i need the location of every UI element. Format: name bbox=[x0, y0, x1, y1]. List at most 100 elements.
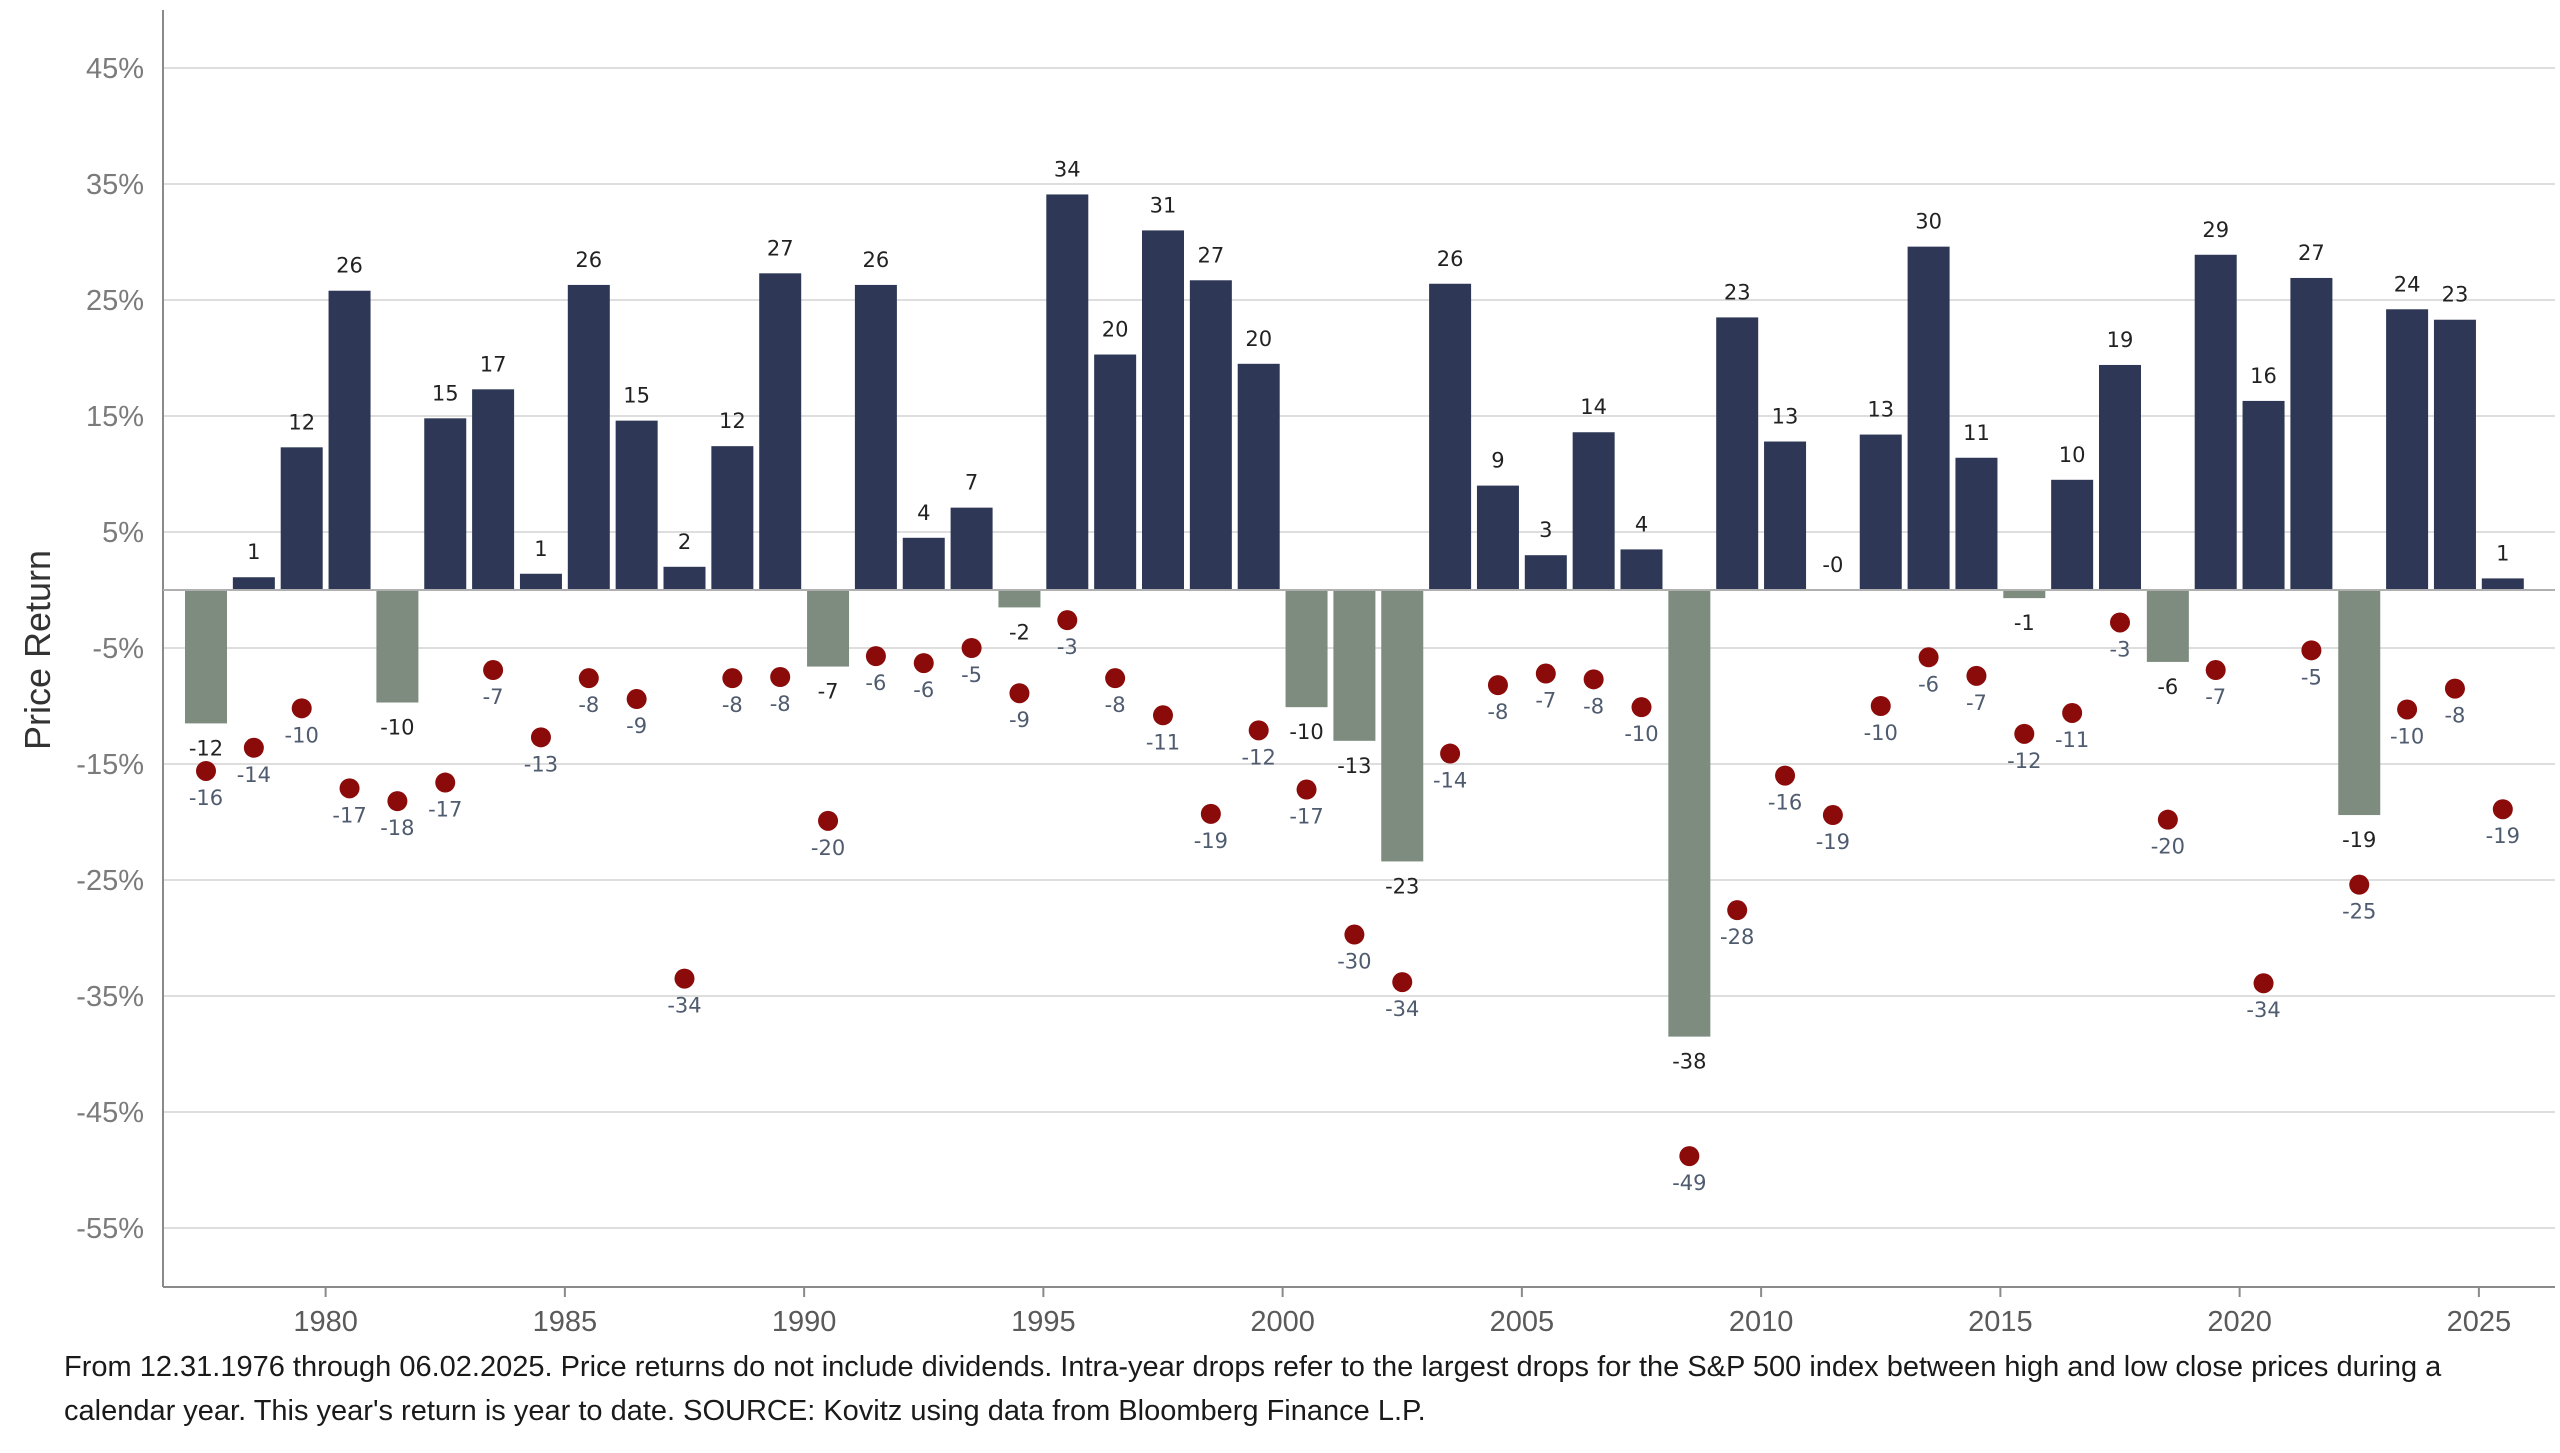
x-tick-label: 2005 bbox=[1490, 1306, 1555, 1338]
drop-dot bbox=[626, 689, 647, 710]
bar-value-label: 2 bbox=[678, 530, 691, 554]
y-tick-label: 25% bbox=[86, 285, 144, 317]
bar-value-label: -10 bbox=[1289, 720, 1323, 744]
x-tick-label: 2010 bbox=[1729, 1306, 1794, 1338]
drop-dot bbox=[291, 698, 312, 719]
drop-dot bbox=[1775, 765, 1796, 786]
bar bbox=[424, 418, 467, 590]
drop-value-label: -30 bbox=[1337, 950, 1371, 974]
drop-dot bbox=[865, 646, 886, 667]
bar bbox=[663, 566, 706, 590]
bar-value-label: 27 bbox=[1197, 243, 1224, 267]
bar-value-label: 29 bbox=[2202, 218, 2229, 242]
drop-value-label: -9 bbox=[1009, 708, 1030, 732]
bar bbox=[998, 590, 1041, 608]
bar-value-label: 27 bbox=[767, 236, 794, 260]
bar-value-label: 34 bbox=[1054, 157, 1081, 181]
drop-dot bbox=[2492, 799, 2513, 820]
drop-value-label: -7 bbox=[1966, 691, 1987, 715]
bar bbox=[1764, 441, 1807, 590]
drop-dot bbox=[2110, 612, 2130, 633]
bar-value-label: -10 bbox=[380, 716, 414, 740]
footnote: From 12.31.1976 through 06.02.2025. Pric… bbox=[64, 1351, 2442, 1427]
bar-value-label: -19 bbox=[2342, 828, 2376, 852]
bar-value-label: 12 bbox=[719, 409, 746, 433]
drop-dot bbox=[1535, 663, 1556, 684]
bar bbox=[1189, 280, 1232, 590]
y-tick-label: -25% bbox=[76, 865, 144, 897]
bar bbox=[1429, 283, 1472, 590]
drop-dot bbox=[1392, 972, 1413, 993]
drop-value-label: -14 bbox=[237, 763, 271, 787]
bar bbox=[1524, 555, 1567, 590]
bar bbox=[2146, 590, 2189, 662]
drop-dot bbox=[435, 772, 456, 793]
bar-labels: -1211226-1015171261521227-72647-23420312… bbox=[189, 157, 2510, 1073]
drop-value-label: -17 bbox=[428, 798, 462, 822]
drop-value-label: -17 bbox=[1289, 805, 1323, 829]
y-tick-label: 5% bbox=[102, 517, 144, 549]
x-tick-label: 1995 bbox=[1011, 1306, 1076, 1338]
drop-value-label: -20 bbox=[2151, 835, 2185, 859]
bar bbox=[1237, 363, 1280, 590]
drop-dot bbox=[387, 791, 408, 812]
bar-value-label: -13 bbox=[1337, 754, 1371, 778]
x-tick-label: 2025 bbox=[2447, 1306, 2512, 1338]
bar-value-label: 4 bbox=[917, 501, 930, 525]
bar bbox=[472, 389, 515, 590]
bar-value-label: 26 bbox=[863, 248, 890, 272]
bar-value-label: -7 bbox=[818, 680, 839, 704]
bar-value-label: 19 bbox=[2107, 328, 2134, 352]
drop-dot bbox=[674, 968, 695, 989]
drop-dot bbox=[2397, 699, 2418, 720]
bar-value-label: 13 bbox=[1867, 398, 1894, 422]
drop-value-label: -11 bbox=[1146, 730, 1180, 754]
drop-dot bbox=[1583, 669, 1604, 690]
bar-value-label: -23 bbox=[1385, 874, 1419, 898]
bar-value-label: 23 bbox=[2442, 283, 2469, 307]
bars bbox=[185, 194, 2524, 1037]
drop-dot bbox=[1105, 668, 1126, 689]
axes bbox=[162, 10, 2555, 1288]
drop-value-label: -10 bbox=[1864, 721, 1898, 745]
drop-value-label: -34 bbox=[1385, 997, 1419, 1021]
bar-value-label: 27 bbox=[2298, 241, 2325, 265]
drop-value-label: -8 bbox=[1583, 694, 1604, 718]
bar-value-label: 30 bbox=[1915, 210, 1942, 234]
drop-value-label: -28 bbox=[1720, 925, 1754, 949]
bar bbox=[1333, 590, 1376, 741]
bar bbox=[2481, 578, 2524, 590]
bar-value-label: -1 bbox=[2014, 611, 2035, 635]
bar-value-label: 20 bbox=[1102, 318, 1129, 342]
y-tick-label: 45% bbox=[86, 53, 144, 85]
bar bbox=[232, 577, 275, 590]
x-axis-ticks: 1980 1985 1990 1995 2000 2005 2010 2015 2020 2025 bbox=[293, 1287, 2511, 1338]
drop-value-label: -19 bbox=[1194, 829, 1228, 853]
drop-value-label: -6 bbox=[1918, 672, 1939, 696]
drop-value-label: -25 bbox=[2342, 900, 2376, 924]
drop-value-label: -10 bbox=[285, 723, 319, 747]
drop-dot bbox=[483, 660, 504, 681]
bar bbox=[2003, 590, 2046, 599]
drop-value-label: -8 bbox=[2444, 704, 2465, 728]
bar-value-label: 26 bbox=[575, 248, 602, 272]
drop-value-label: -34 bbox=[667, 994, 701, 1018]
bar bbox=[328, 290, 371, 590]
y-tick-label: -55% bbox=[76, 1213, 144, 1245]
drop-dot bbox=[1344, 924, 1365, 945]
bar bbox=[2242, 400, 2285, 590]
bar-value-label: 26 bbox=[1437, 247, 1464, 271]
drop-dot bbox=[1727, 900, 1748, 921]
drop-value-label: -7 bbox=[2205, 685, 2226, 709]
drop-dot bbox=[722, 668, 743, 689]
bar-value-label: -0 bbox=[1822, 553, 1843, 577]
drop-dot bbox=[2205, 660, 2226, 681]
drop-value-label: -8 bbox=[1487, 700, 1508, 724]
x-tick-label: 1980 bbox=[293, 1306, 358, 1338]
drop-value-label: -6 bbox=[913, 678, 934, 702]
bar-value-label: 20 bbox=[1245, 327, 1272, 351]
y-tick-label: -35% bbox=[76, 981, 144, 1013]
x-tick-label: 1985 bbox=[533, 1306, 598, 1338]
drop-dot bbox=[770, 667, 791, 687]
